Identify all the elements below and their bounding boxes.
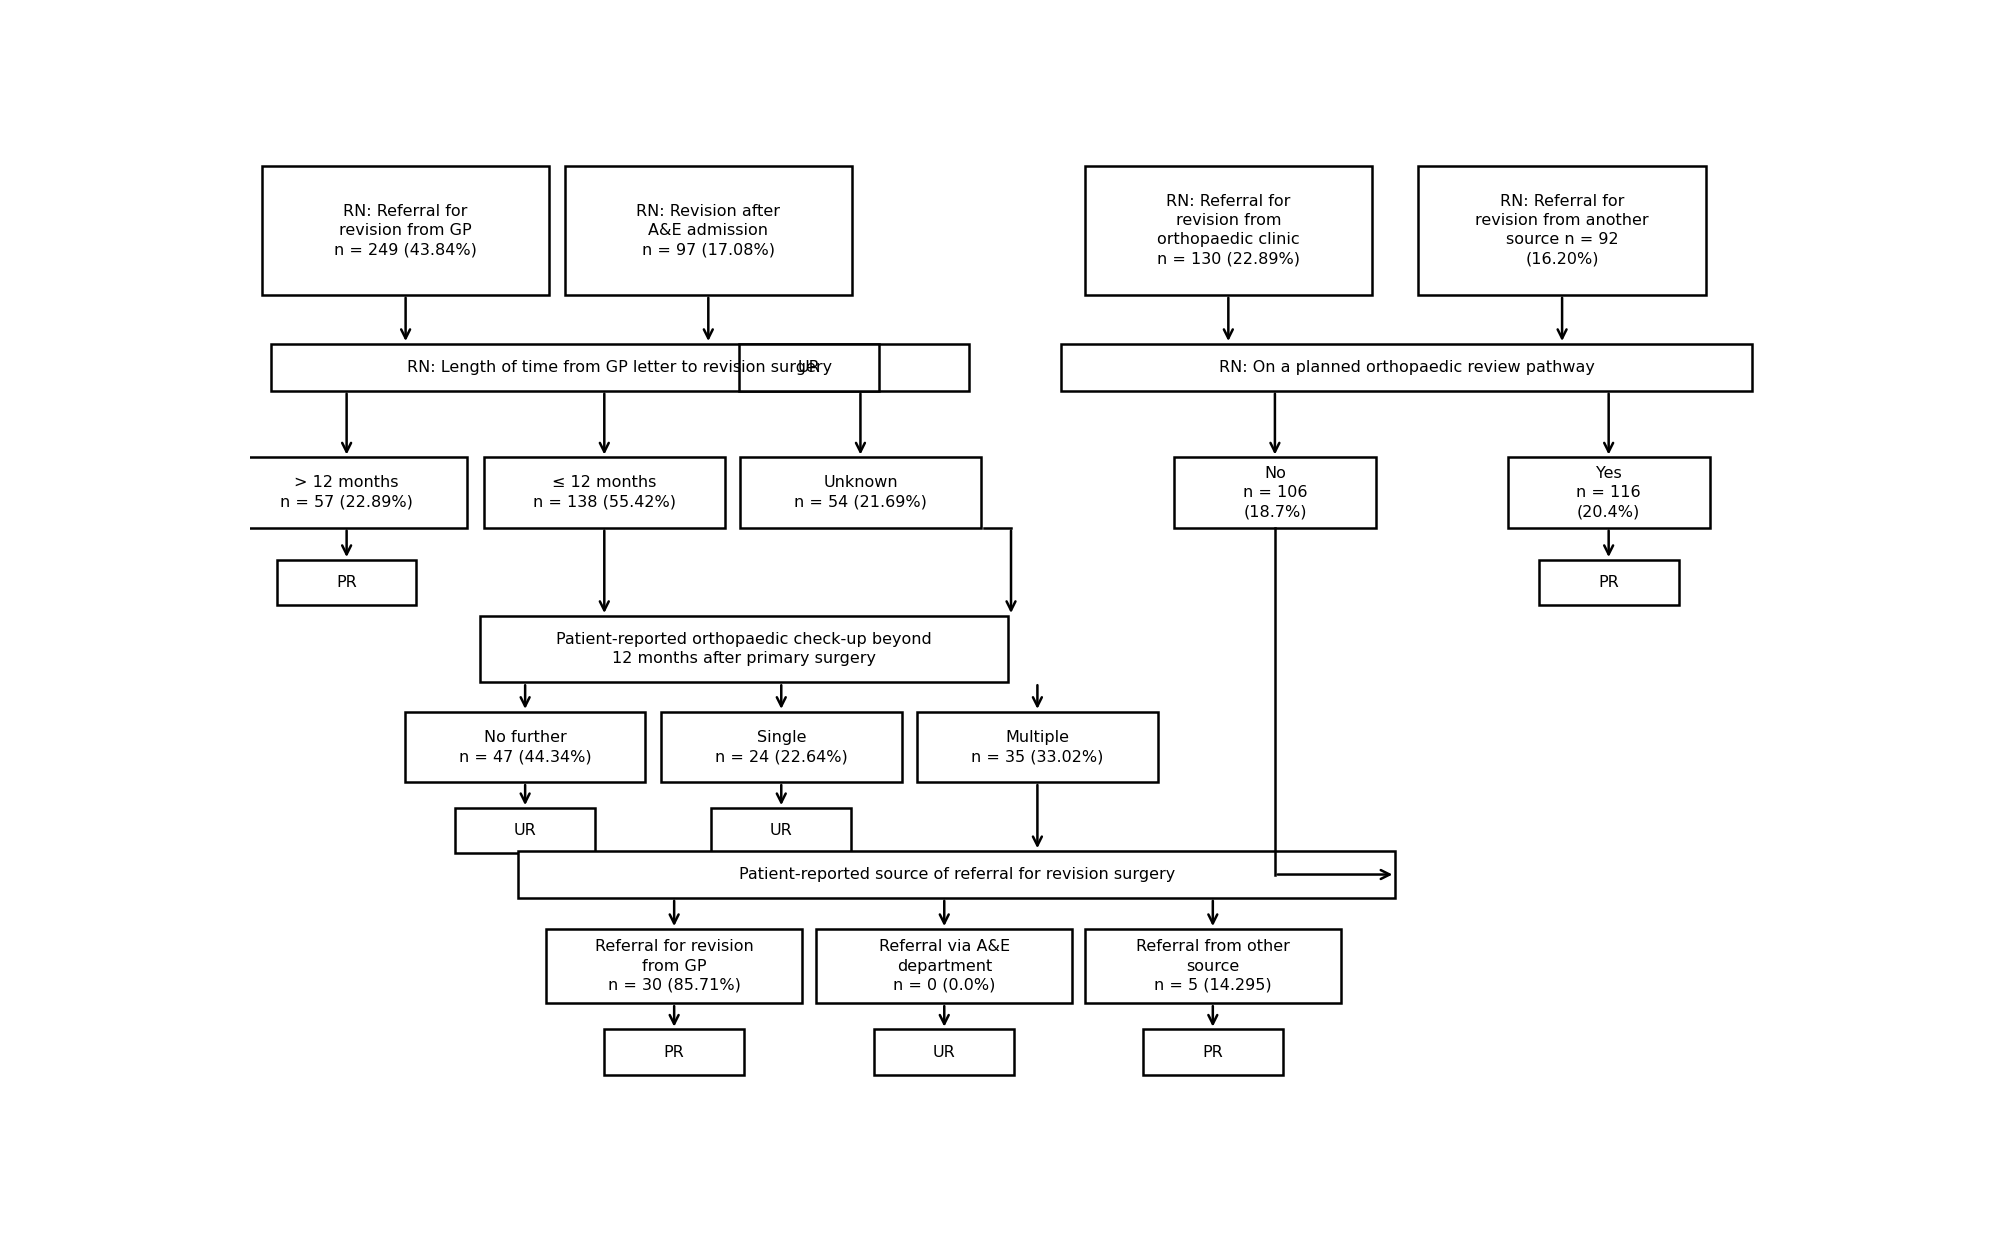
- Bar: [481, 616, 1008, 683]
- Text: RN: Referral for
revision from another
source n = 92
(16.20%): RN: Referral for revision from another s…: [1476, 194, 1648, 267]
- Bar: [547, 929, 803, 1003]
- Text: No
n = 106
(18.7%): No n = 106 (18.7%): [1242, 466, 1308, 519]
- Text: Patient-reported source of referral for revision surgery: Patient-reported source of referral for …: [739, 867, 1176, 882]
- Bar: [485, 457, 725, 527]
- Bar: [262, 165, 549, 295]
- Text: PR: PR: [337, 576, 357, 590]
- Bar: [276, 559, 417, 605]
- Text: ≤ 12 months
n = 138 (55.42%): ≤ 12 months n = 138 (55.42%): [533, 475, 675, 510]
- Bar: [270, 343, 969, 390]
- Text: UR: UR: [513, 824, 537, 839]
- Text: RN: Revision after
A&E admission
n = 97 (17.08%): RN: Revision after A&E admission n = 97 …: [637, 204, 781, 257]
- Bar: [741, 457, 981, 527]
- Bar: [1144, 1030, 1282, 1074]
- Text: UR: UR: [769, 824, 793, 839]
- Text: Referral via A&E
department
n = 0 (0.0%): Referral via A&E department n = 0 (0.0%): [879, 940, 1010, 993]
- Text: UR: UR: [797, 359, 821, 375]
- Text: PR: PR: [1202, 1045, 1224, 1060]
- Bar: [1538, 559, 1679, 605]
- Bar: [875, 1030, 1014, 1074]
- Bar: [815, 929, 1072, 1003]
- Bar: [917, 711, 1158, 782]
- Text: UR: UR: [933, 1045, 955, 1060]
- Bar: [711, 808, 851, 853]
- Bar: [405, 711, 645, 782]
- Text: Yes
n = 116
(20.4%): Yes n = 116 (20.4%): [1576, 466, 1640, 519]
- Text: Single
n = 24 (22.64%): Single n = 24 (22.64%): [715, 730, 847, 764]
- Text: No further
n = 47 (44.34%): No further n = 47 (44.34%): [459, 730, 591, 764]
- Bar: [519, 851, 1396, 898]
- Bar: [1062, 343, 1753, 390]
- Text: RN: On a planned orthopaedic review pathway: RN: On a planned orthopaedic review path…: [1220, 359, 1594, 375]
- Bar: [739, 343, 879, 390]
- Text: RN: Length of time from GP letter to revision surgery: RN: Length of time from GP letter to rev…: [407, 359, 833, 375]
- Bar: [1086, 165, 1372, 295]
- Text: PR: PR: [1598, 576, 1618, 590]
- Text: Patient-reported orthopaedic check-up beyond
12 months after primary surgery: Patient-reported orthopaedic check-up be…: [557, 632, 931, 666]
- Bar: [226, 457, 467, 527]
- Text: Referral from other
source
n = 5 (14.295): Referral from other source n = 5 (14.295…: [1136, 940, 1290, 993]
- Bar: [605, 1030, 743, 1074]
- Bar: [455, 808, 595, 853]
- Bar: [565, 165, 851, 295]
- Bar: [1418, 165, 1707, 295]
- Bar: [1086, 929, 1340, 1003]
- Bar: [1508, 457, 1711, 527]
- Bar: [661, 711, 901, 782]
- Text: RN: Referral for
revision from
orthopaedic clinic
n = 130 (22.89%): RN: Referral for revision from orthopaed…: [1158, 194, 1300, 267]
- Text: Multiple
n = 35 (33.02%): Multiple n = 35 (33.02%): [971, 730, 1104, 764]
- Bar: [1174, 457, 1376, 527]
- Text: Referral for revision
from GP
n = 30 (85.71%): Referral for revision from GP n = 30 (85…: [595, 940, 753, 993]
- Text: PR: PR: [663, 1045, 685, 1060]
- Text: > 12 months
n = 57 (22.89%): > 12 months n = 57 (22.89%): [280, 475, 413, 510]
- Text: Unknown
n = 54 (21.69%): Unknown n = 54 (21.69%): [793, 475, 927, 510]
- Text: RN: Referral for
revision from GP
n = 249 (43.84%): RN: Referral for revision from GP n = 24…: [335, 204, 477, 257]
